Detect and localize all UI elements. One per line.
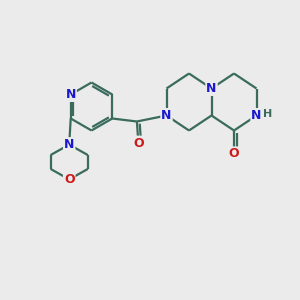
Text: N: N (161, 109, 172, 122)
Text: O: O (229, 147, 239, 161)
Text: N: N (64, 138, 74, 151)
Text: O: O (133, 136, 144, 150)
Text: H: H (263, 109, 272, 119)
Text: O: O (64, 173, 74, 186)
Text: N: N (206, 82, 217, 95)
Text: N: N (251, 109, 262, 122)
Text: N: N (65, 88, 76, 101)
